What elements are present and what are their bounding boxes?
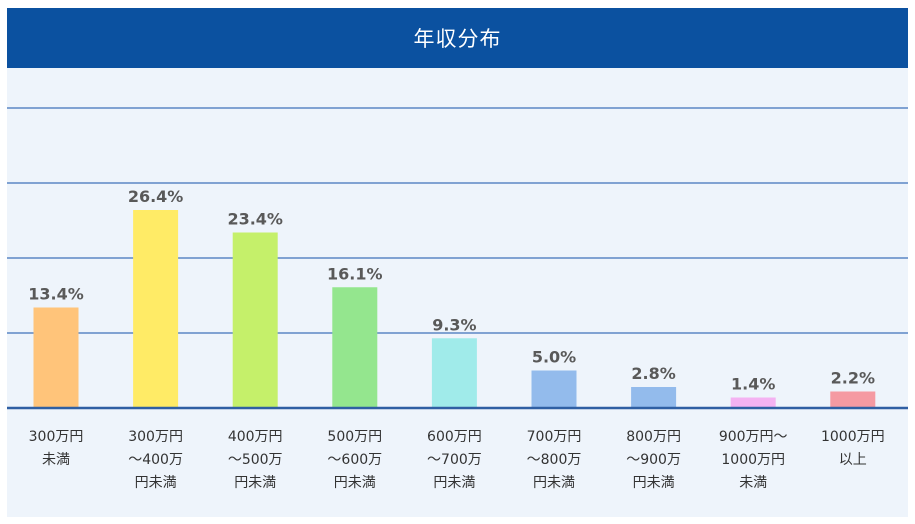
bar bbox=[730, 397, 776, 408]
chart-frame: 年収分布 13.4% 300万円未満 26.4% 300万円 ～400万円未満 23.4%… bbox=[7, 8, 908, 517]
category-label: 900万円～ bbox=[719, 429, 788, 445]
category-label: 1000万円 bbox=[821, 429, 885, 445]
bar bbox=[133, 210, 179, 408]
category-label: 1000万円 bbox=[721, 452, 785, 468]
category-label: 円未満 bbox=[334, 475, 376, 491]
category-label: 未満 bbox=[739, 475, 767, 491]
category-label: 500万円 bbox=[327, 429, 382, 445]
value-label: 23.4% bbox=[227, 210, 283, 229]
category-label: 800万円 bbox=[626, 429, 681, 445]
bar bbox=[531, 370, 577, 408]
category-label: 未満 bbox=[42, 452, 70, 468]
value-label: 13.4% bbox=[28, 285, 84, 304]
category-label: 円未満 bbox=[533, 475, 575, 491]
category-label: ～400万 bbox=[128, 452, 183, 468]
value-label: 1.4% bbox=[731, 375, 775, 394]
category-label: ～900万 bbox=[626, 452, 681, 468]
bar bbox=[631, 387, 677, 408]
value-label: 2.8% bbox=[631, 364, 675, 383]
category-label: 300万円 bbox=[29, 429, 84, 445]
bar bbox=[232, 232, 278, 408]
category-label: ～800万 bbox=[527, 452, 582, 468]
category-label: 円未満 bbox=[135, 475, 177, 491]
category-label: 円未満 bbox=[633, 475, 675, 491]
category-label: ～500万 bbox=[228, 452, 283, 468]
value-label: 9.3% bbox=[432, 315, 476, 334]
category-label: 300万円 bbox=[128, 429, 183, 445]
bar bbox=[332, 287, 378, 408]
category-label: 円未満 bbox=[433, 475, 475, 491]
category-label: 700万円 bbox=[527, 429, 582, 445]
category-label: 600万円 bbox=[427, 429, 482, 445]
category-label: 円未満 bbox=[234, 475, 276, 491]
value-label: 5.0% bbox=[532, 348, 576, 367]
bar bbox=[830, 391, 876, 408]
bar bbox=[33, 307, 79, 408]
chart-title: 年収分布 bbox=[7, 8, 908, 68]
bar bbox=[431, 338, 477, 408]
category-label: ～700万 bbox=[427, 452, 482, 468]
category-label: 以上 bbox=[839, 452, 867, 468]
category-label: 400万円 bbox=[228, 429, 283, 445]
value-label: 16.1% bbox=[327, 264, 383, 283]
value-label: 2.2% bbox=[831, 369, 875, 388]
value-label: 26.4% bbox=[128, 187, 184, 206]
category-label: ～600万 bbox=[327, 452, 382, 468]
